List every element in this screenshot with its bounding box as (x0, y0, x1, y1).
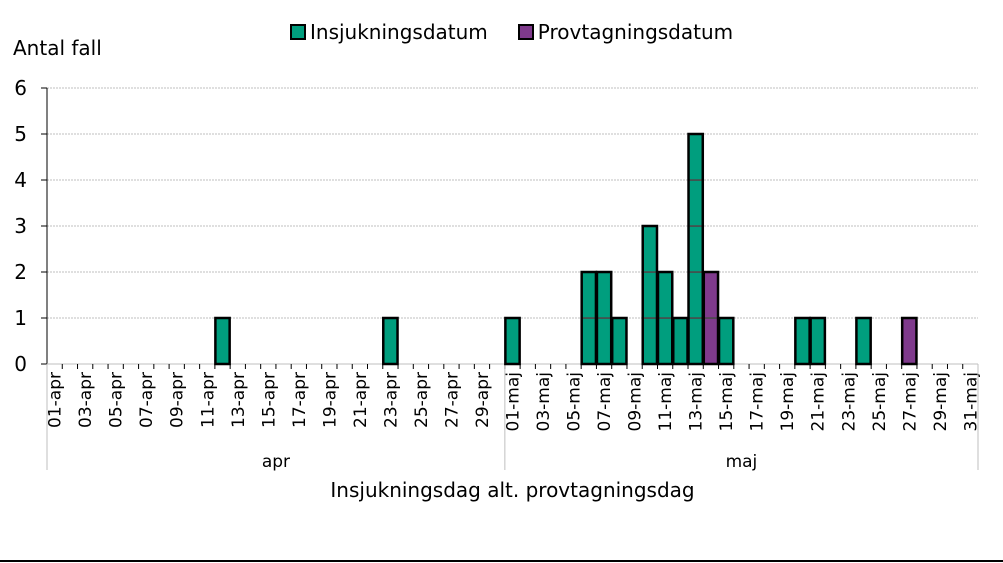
x-tick-label: 09-maj (626, 372, 646, 431)
x-tick-label: 07-maj (595, 372, 615, 431)
x-tick-label: 27-maj (900, 372, 920, 431)
y-tick-label: 2 (14, 260, 27, 284)
bar-segment (611, 317, 628, 365)
x-tick-label: 15-apr (259, 372, 279, 428)
bar-segment (657, 317, 674, 365)
x-tick-label: 13-maj (687, 372, 707, 431)
legend-label: Insjukningsdatum (310, 20, 488, 44)
y-tick-label: 1 (14, 306, 27, 330)
x-tick-label: 27-apr (442, 372, 462, 428)
bar-segment (596, 317, 612, 365)
x-tick-label: 31-maj (961, 372, 981, 431)
x-tick-label: 11-apr (198, 372, 218, 428)
x-tick-label: 05-apr (107, 372, 127, 428)
bar-segment (214, 317, 231, 365)
x-tick-label: 23-maj (839, 372, 859, 431)
x-tick-label: 07-apr (137, 372, 157, 428)
x-tick-label: 03-apr (76, 372, 96, 428)
bar-segment (901, 317, 918, 365)
legend-label: Provtagningsdatum (537, 20, 734, 44)
bar-outline (855, 316, 872, 366)
chart-legend: Insjukningsdatum Provtagningsdatum (290, 20, 763, 44)
x-tick-label: 03-maj (534, 372, 554, 431)
bar-segment (687, 179, 704, 227)
legend-item-insjukningsdatum: Insjukningsdatum (290, 20, 488, 44)
bar-outline (809, 316, 827, 366)
bar-outline (900, 316, 918, 366)
bar-segment (672, 317, 689, 365)
bar-segment (687, 271, 704, 319)
x-tick-label: 25-apr (412, 372, 432, 428)
legend-item-provtagningsdatum: Provtagningsdatum (517, 20, 734, 44)
bar-outline (214, 316, 231, 366)
bar-segment (382, 317, 399, 365)
x-tick-label: 19-apr (320, 372, 340, 428)
x-tick-label: 01-apr (46, 372, 66, 428)
bar-outline (382, 316, 399, 366)
y-tick-label: 5 (14, 122, 27, 146)
y-tick-label: 6 (14, 76, 27, 100)
bar-segment (703, 317, 719, 365)
bar-segment (641, 271, 658, 319)
bar-segment (641, 317, 658, 365)
x-tick-label: 17-maj (748, 372, 768, 431)
x-tick-label: 19-maj (778, 372, 798, 431)
x-tick-label: 21-apr (351, 372, 371, 428)
bar-outline (504, 316, 521, 366)
x-tick-label: 21-maj (809, 372, 829, 431)
x-tick-label: 17-apr (290, 372, 310, 428)
bar-segment (596, 271, 612, 319)
bottom-divider (0, 560, 1003, 562)
bar-segment (794, 317, 811, 365)
x-tick-label: 11-maj (656, 372, 676, 431)
x-tick-label: 29-maj (931, 372, 951, 431)
legend-swatch-insjukningsdatum (290, 24, 306, 40)
bar-segment (580, 317, 597, 365)
x-tick-label: 09-apr (168, 372, 188, 428)
y-tick-label: 3 (14, 214, 27, 238)
x-axis-title: Insjukningsdag alt. provtagningsdag (330, 478, 695, 502)
bar-segment (687, 317, 704, 365)
bar-segment (687, 225, 704, 273)
bar-outline (702, 270, 720, 366)
bar-segment (687, 133, 704, 181)
x-tick-label: 05-maj (565, 372, 585, 431)
bar-segment (580, 271, 597, 319)
month-label: apr (262, 452, 290, 472)
y-axis-title: Antal fall (13, 36, 102, 60)
x-tick-label: 15-maj (717, 372, 737, 431)
x-tick-label: 13-apr (229, 372, 249, 428)
bar-outline (687, 132, 705, 366)
y-tick-label: 4 (14, 168, 27, 192)
bar-outline (610, 316, 628, 366)
bar-segment (641, 225, 658, 273)
legend-swatch-provtagningsdatum (517, 24, 534, 40)
bar-segment (703, 271, 719, 319)
bar-segment (718, 317, 735, 365)
y-tick-label: 0 (14, 352, 27, 376)
x-tick-label: 29-apr (473, 372, 493, 428)
x-tick-label: 23-apr (381, 372, 401, 428)
x-tick-label: 01-maj (504, 372, 524, 431)
bar-segment (809, 317, 826, 365)
x-tick-label: 25-maj (870, 372, 890, 431)
bar-segment (504, 317, 521, 365)
bar-segment (855, 317, 872, 365)
bar-segment (657, 271, 674, 319)
month-label: maj (726, 452, 758, 472)
